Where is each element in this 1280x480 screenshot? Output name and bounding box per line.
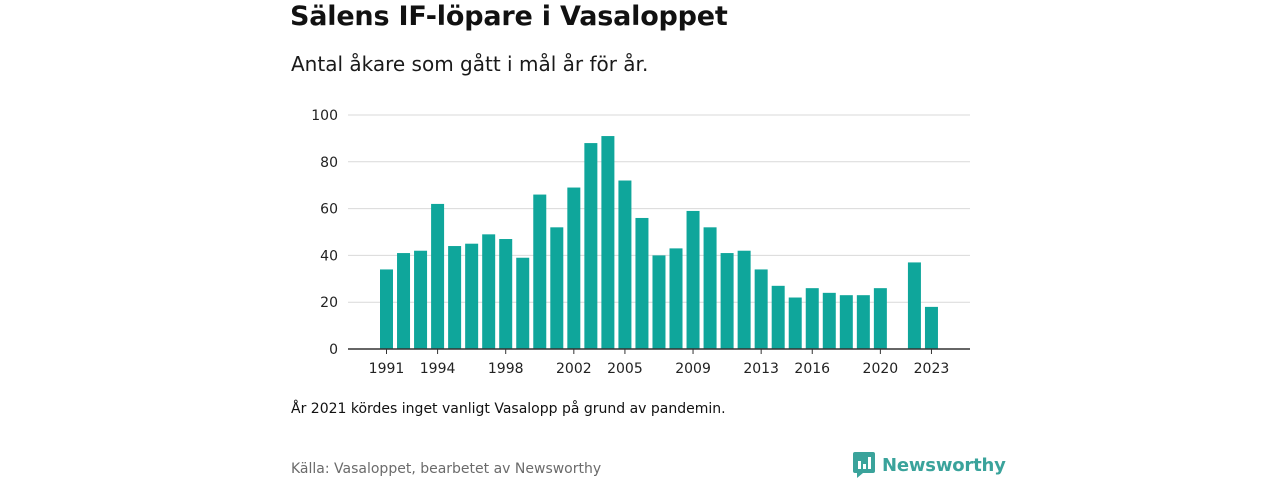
bar: [822, 292, 836, 349]
bar: [431, 203, 445, 349]
bar: [397, 253, 411, 349]
bar: [873, 288, 887, 349]
x-tick-label: 2009: [675, 361, 711, 377]
brand-logo: Newsworthy: [853, 452, 1006, 478]
bar: [924, 306, 938, 349]
x-tick-label: 2005: [607, 361, 643, 377]
chart-title: Sälens IF-löpare i Vasaloppet: [290, 1, 728, 32]
bar: [584, 143, 598, 349]
bar: [465, 243, 479, 349]
y-tick-label: 0: [329, 342, 338, 358]
bar: [618, 180, 632, 349]
bar: [839, 295, 853, 349]
bar: [516, 257, 530, 349]
y-tick-label: 80: [320, 155, 338, 171]
axes: 0 20 40 60 80 100 1991 1994 1998 2002 2005 2009 2013…: [311, 108, 970, 377]
y-tick-label: 60: [320, 202, 338, 218]
bar: [754, 269, 768, 349]
bar: [686, 210, 700, 349]
bar: [737, 250, 751, 349]
x-tick-label: 1994: [420, 361, 456, 377]
bar-chart: 0 20 40 60 80 100 1991 1994 1998 2002 2005 2009 2013…: [311, 108, 970, 377]
y-tick-label: 40: [320, 248, 338, 264]
bar: [414, 250, 428, 349]
x-tick-label: 2023: [914, 361, 950, 377]
x-tick-label: 2002: [556, 361, 592, 377]
bar: [703, 227, 717, 349]
bar: [567, 187, 581, 349]
x-tick-label: 2016: [794, 361, 830, 377]
bar: [856, 295, 870, 349]
x-tick-label: 1998: [488, 361, 524, 377]
bar: [448, 246, 462, 349]
bar: [652, 255, 666, 349]
bar: [771, 285, 785, 349]
y-tick-label: 100: [311, 108, 338, 124]
source-credit: Källa: Vasaloppet, bearbetet av Newswort…: [291, 461, 602, 477]
bar: [482, 234, 496, 349]
x-tick-label: 1991: [369, 361, 405, 377]
footnote: År 2021 kördes inget vanligt Vasalopp på…: [291, 401, 726, 417]
bars: [380, 136, 938, 349]
bar: [533, 194, 547, 349]
chart-subtitle: Antal åkare som gått i mål år för år.: [291, 52, 649, 76]
y-tick-label: 20: [320, 295, 338, 311]
bar: [720, 253, 734, 349]
bar: [601, 136, 615, 349]
x-tick-label: 2013: [743, 361, 779, 377]
bar: [635, 217, 649, 349]
newsworthy-logo-icon: [853, 452, 875, 478]
bar: [805, 288, 819, 349]
brand-name: Newsworthy: [882, 454, 1006, 476]
bar: [907, 262, 921, 349]
bar: [499, 239, 513, 349]
x-tick-label: 2020: [863, 361, 899, 377]
bar: [788, 297, 802, 349]
bar: [669, 248, 683, 349]
bar: [550, 227, 564, 349]
bar: [380, 269, 393, 349]
